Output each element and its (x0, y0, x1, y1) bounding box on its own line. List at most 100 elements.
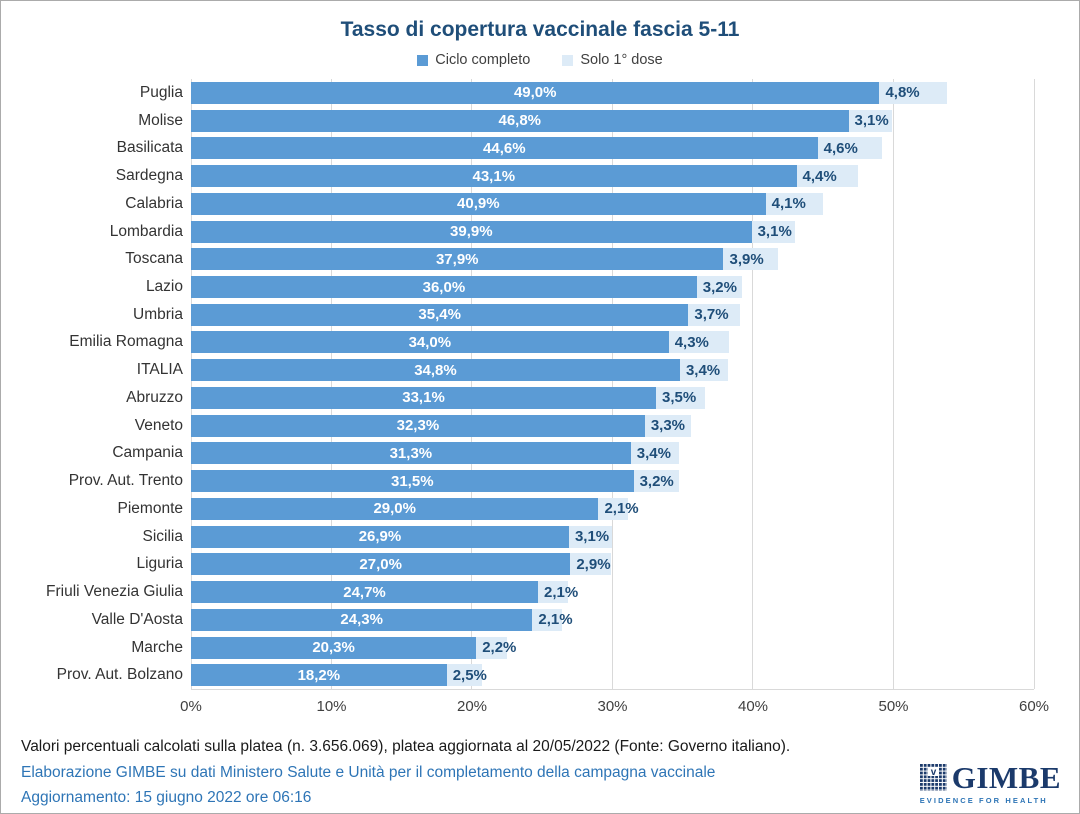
bar-track: 27,0% 2,9% (191, 553, 1034, 576)
bar-value-label: 31,5% (391, 472, 434, 490)
table-row: Sicilia 26,9% 3,1% (1, 523, 1079, 551)
x-axis-tick-label: 40% (737, 698, 769, 715)
bar-segment-ciclo-completo: 33,1% (191, 386, 657, 409)
bar-value-label: 2,9% (576, 555, 611, 573)
bar-segment-ciclo-completo: 29,0% (191, 497, 599, 520)
bar-segment-ciclo-completo: 31,5% (191, 470, 634, 493)
bar-segment-ciclo-completo: 27,0% (191, 553, 571, 576)
gimbe-logo-row: v GIMBE (919, 762, 1061, 793)
bar-segment-ciclo-completo: 49,0% (191, 81, 880, 104)
bar-value-label: 3,4% (685, 361, 721, 379)
category-label: ITALIA (136, 361, 183, 379)
table-row: Basilicata 44,6% 4,6% (1, 134, 1079, 162)
bar-track: 34,8% 3,4% (191, 359, 1034, 382)
bar-segment-solo-prima-dose: 3,2% (633, 470, 679, 493)
table-row: Prov. Aut. Bolzano 18,2% 2,5% (1, 661, 1079, 689)
x-axis-tick-label: 60% (1018, 698, 1050, 715)
bar-track: 39,9% 3,1% (191, 220, 1034, 243)
bar-track: 40,9% 4,1% (191, 192, 1034, 215)
bar-value-label: 29,0% (373, 500, 416, 518)
legend-item-ciclo-completo: Ciclo completo (417, 52, 530, 68)
category-label: Toscana (125, 250, 183, 268)
bar-segment-solo-prima-dose: 3,4% (679, 359, 728, 382)
bar-value-label: 18,2% (297, 666, 341, 684)
bar-segment-solo-prima-dose: 4,8% (879, 81, 947, 104)
footer-note: Valori percentuali calcolati sulla plate… (21, 738, 791, 755)
category-label: Campania (112, 444, 183, 462)
category-label: Lazio (145, 278, 183, 295)
bar-value-label: 33,1% (402, 389, 445, 407)
svg-text:v: v (930, 767, 936, 778)
bar-value-label: 49,0% (513, 84, 557, 102)
bar-segment-ciclo-completo: 31,3% (191, 442, 631, 465)
bar-value-label: 3,2% (639, 472, 674, 490)
gimbe-logo: v GIMBE EVIDENCE FOR HEALTH (919, 762, 1061, 807)
bar-value-label: 20,3% (312, 639, 355, 657)
bar-value-label: 35,4% (418, 306, 461, 324)
gridline-layer (190, 79, 1035, 690)
table-row: Piemonte 29,0% 2,1% (1, 495, 1079, 523)
bar-segment-ciclo-completo: 44,6% (191, 137, 818, 160)
x-axis-tick-label: 50% (878, 698, 909, 715)
table-row: Umbria 35,4% 3,7% (1, 301, 1079, 329)
table-row: Toscana 37,9% 3,9% (1, 245, 1079, 273)
bar-value-label: 44,6% (483, 139, 526, 157)
category-label: Marche (131, 638, 183, 656)
bar-track: 34,0% 4,3% (191, 331, 1034, 354)
bar-value-label: 2,1% (538, 611, 573, 629)
bar-value-label: 39,9% (450, 223, 493, 241)
legend-label: Solo 1° dose (580, 52, 663, 68)
bar-track: 44,6% 4,6% (191, 137, 1034, 160)
category-label: Abruzzo (126, 388, 183, 406)
bar-segment-solo-prima-dose: 3,2% (696, 276, 742, 298)
bar-track: 32,3% 3,3% (191, 414, 1034, 437)
bar-segment-solo-prima-dose: 2,5% (446, 664, 487, 687)
table-row: Calabria 40,9% 4,1% (1, 190, 1079, 218)
category-label: Lombardia (109, 222, 183, 240)
table-row: Marche 20,3% 2,2% (1, 634, 1079, 662)
bar-value-label: 32,3% (396, 417, 440, 435)
ciclo-completo-swatch-icon (417, 54, 429, 66)
gridline (1033, 79, 1035, 689)
bar-segment-solo-prima-dose: 2,1% (532, 608, 573, 631)
table-row: Liguria 27,0% 2,9% (1, 550, 1079, 578)
page-title: Tasso di copertura vaccinale fascia 5-11 (340, 18, 740, 41)
bar-value-label: 43,1% (472, 167, 516, 185)
category-label: Prov. Aut. Trento (68, 472, 183, 490)
bar-value-label: 3,1% (574, 528, 610, 546)
bar-segment-solo-prima-dose: 4,4% (796, 165, 859, 188)
x-axis-tick-label: 0% (180, 698, 202, 715)
bar-segment-solo-prima-dose: 2,2% (476, 636, 516, 659)
bar-value-label: 26,9% (358, 528, 402, 546)
gridline (612, 79, 613, 689)
bar-value-label: 4,8% (885, 84, 920, 102)
x-axis-tick-label: 10% (316, 698, 347, 715)
bar-segment-ciclo-completo: 35,4% (191, 303, 689, 326)
bar-track: 33,1% 3,5% (191, 386, 1034, 409)
bar-track: 24,7% 2,1% (191, 581, 1034, 604)
category-label: Calabria (125, 194, 183, 212)
bar-value-label: 2,5% (452, 666, 487, 684)
bar-segment-solo-prima-dose: 3,1% (848, 109, 893, 132)
bar-segment-solo-prima-dose: 3,3% (644, 414, 692, 437)
bar-value-label: 34,0% (408, 333, 452, 351)
bar-value-label: 2,1% (604, 500, 639, 518)
bar-track: 35,4% 3,7% (191, 303, 1034, 326)
table-row: Prov. Aut. Trento 31,5% 3,2% (1, 467, 1079, 495)
gridline (190, 79, 192, 689)
table-row: Lazio 36,0% 3,2% (1, 273, 1079, 301)
gridline (471, 79, 473, 689)
bar-value-label: 36,0% (422, 278, 466, 296)
bar-value-label: 3,2% (702, 278, 737, 296)
bar-value-label: 3,3% (650, 417, 686, 435)
chart-legend: Ciclo completo Solo 1° dose (1, 49, 1079, 71)
bar-segment-solo-prima-dose: 2,1% (598, 497, 639, 520)
bar-value-label: 34,8% (414, 361, 457, 379)
category-label: Prov. Aut. Bolzano (56, 666, 183, 684)
x-axis-tick-label: 20% (456, 698, 488, 715)
table-row: Molise 46,8% 3,1% (1, 107, 1079, 135)
bar-segment-ciclo-completo: 32,3% (191, 414, 645, 437)
bar-value-label: 4,1% (771, 195, 806, 213)
bar-value-label: 4,6% (823, 139, 858, 157)
footer-source: Elaborazione GIMBE su dati Ministero Sal… (21, 764, 716, 781)
